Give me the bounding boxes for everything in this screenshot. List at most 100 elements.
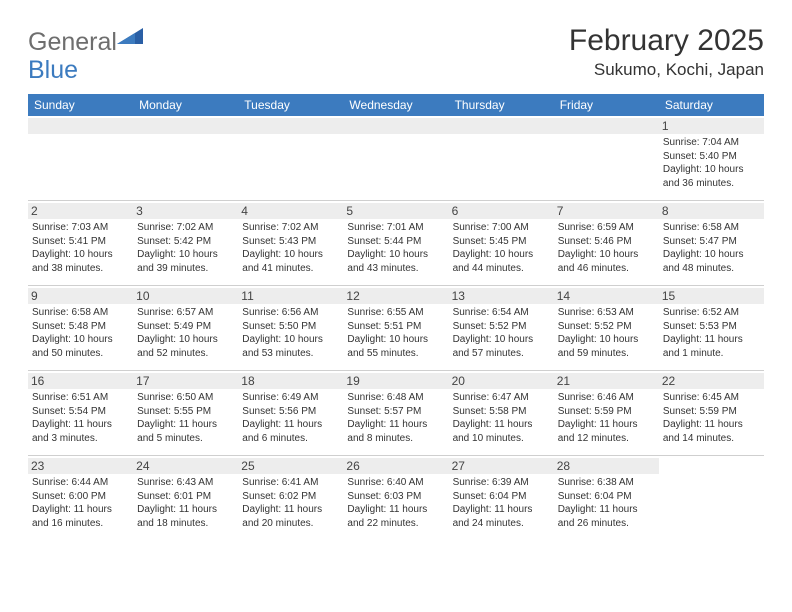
day-number: 19 bbox=[343, 373, 448, 389]
day-cell: 24 Sunrise: 6:43 AMSunset: 6:01 PMDayligh… bbox=[133, 456, 238, 540]
day-info: Sunrise: 7:03 AMSunset: 5:41 PMDaylight:… bbox=[32, 221, 129, 275]
calendar: SundayMondayTuesdayWednesdayThursdayFrid… bbox=[28, 94, 764, 540]
weekday-wednesday: Wednesday bbox=[343, 94, 448, 116]
day-cell: 22 Sunrise: 6:45 AMSunset: 5:59 PMDayligh… bbox=[659, 371, 764, 455]
day-cell: 8 Sunrise: 6:58 AMSunset: 5:47 PMDaylight… bbox=[659, 201, 764, 285]
day-number: 14 bbox=[554, 288, 659, 304]
day-cell: 23 Sunrise: 6:44 AMSunset: 6:00 PMDayligh… bbox=[28, 456, 133, 540]
day-cell: 14 Sunrise: 6:53 AMSunset: 5:52 PMDayligh… bbox=[554, 286, 659, 370]
day-cell bbox=[28, 116, 133, 200]
week-row: 9 Sunrise: 6:58 AMSunset: 5:48 PMDaylight… bbox=[28, 286, 764, 371]
day-info: Sunrise: 6:38 AMSunset: 6:04 PMDaylight:… bbox=[558, 476, 655, 530]
day-info: Sunrise: 6:41 AMSunset: 6:02 PMDaylight:… bbox=[242, 476, 339, 530]
day-number: 20 bbox=[449, 373, 554, 389]
month-title: February 2025 bbox=[569, 24, 764, 58]
logo: General bbox=[28, 24, 145, 57]
day-cell: 4Sunrise: 7:02 AMSunset: 5:43 PMDaylight… bbox=[238, 201, 343, 285]
week-row: 1 Sunrise: 7:04 AMSunset: 5:40 PMDaylight… bbox=[28, 116, 764, 201]
day-number: 16 bbox=[28, 373, 133, 389]
day-number: 27 bbox=[449, 458, 554, 474]
day-info: Sunrise: 6:49 AMSunset: 5:56 PMDaylight:… bbox=[242, 391, 339, 445]
week-row: 16 Sunrise: 6:51 AMSunset: 5:54 PMDayligh… bbox=[28, 371, 764, 456]
day-info: Sunrise: 7:01 AMSunset: 5:44 PMDaylight:… bbox=[347, 221, 444, 275]
title-block: February 2025 Sukumo, Kochi, Japan bbox=[569, 24, 764, 80]
day-info: Sunrise: 6:54 AMSunset: 5:52 PMDaylight:… bbox=[453, 306, 550, 360]
day-number: 22 bbox=[659, 373, 764, 389]
day-info: Sunrise: 6:45 AMSunset: 5:59 PMDaylight:… bbox=[663, 391, 760, 445]
day-info: Sunrise: 6:48 AMSunset: 5:57 PMDaylight:… bbox=[347, 391, 444, 445]
day-cell: 27Sunrise: 6:39 AMSunset: 6:04 PMDayligh… bbox=[449, 456, 554, 540]
day-cell bbox=[343, 116, 448, 200]
day-info: Sunrise: 7:00 AMSunset: 5:45 PMDaylight:… bbox=[453, 221, 550, 275]
weekday-tuesday: Tuesday bbox=[238, 94, 343, 116]
day-number: 8 bbox=[659, 203, 764, 219]
day-info: Sunrise: 6:51 AMSunset: 5:54 PMDaylight:… bbox=[32, 391, 129, 445]
day-info: Sunrise: 6:55 AMSunset: 5:51 PMDaylight:… bbox=[347, 306, 444, 360]
day-number: 24 bbox=[133, 458, 238, 474]
day-info: Sunrise: 6:50 AMSunset: 5:55 PMDaylight:… bbox=[137, 391, 234, 445]
logo-text-1: General bbox=[28, 28, 117, 57]
day-number: 23 bbox=[28, 458, 133, 474]
day-number: 6 bbox=[449, 203, 554, 219]
empty-day-band bbox=[238, 118, 343, 134]
day-info: Sunrise: 6:47 AMSunset: 5:58 PMDaylight:… bbox=[453, 391, 550, 445]
day-cell: 21 Sunrise: 6:46 AMSunset: 5:59 PMDayligh… bbox=[554, 371, 659, 455]
day-cell: 9 Sunrise: 6:58 AMSunset: 5:48 PMDaylight… bbox=[28, 286, 133, 370]
day-info: Sunrise: 6:40 AMSunset: 6:03 PMDaylight:… bbox=[347, 476, 444, 530]
day-info: Sunrise: 6:46 AMSunset: 5:59 PMDaylight:… bbox=[558, 391, 655, 445]
day-cell: 11 Sunrise: 6:56 AMSunset: 5:50 PMDayligh… bbox=[238, 286, 343, 370]
day-number: 4 bbox=[238, 203, 343, 219]
day-cell: 26 Sunrise: 6:40 AMSunset: 6:03 PMDayligh… bbox=[343, 456, 448, 540]
day-cell: 25Sunrise: 6:41 AMSunset: 6:02 PMDayligh… bbox=[238, 456, 343, 540]
logo-blue-wrap: Blue bbox=[28, 56, 78, 85]
location: Sukumo, Kochi, Japan bbox=[569, 60, 764, 80]
day-cell bbox=[659, 456, 764, 540]
day-number: 2 bbox=[28, 203, 133, 219]
day-number: 17 bbox=[133, 373, 238, 389]
header: General February 2025 Sukumo, Kochi, Jap… bbox=[28, 24, 764, 88]
day-cell: 18Sunrise: 6:49 AMSunset: 5:56 PMDayligh… bbox=[238, 371, 343, 455]
weeks-container: 1 Sunrise: 7:04 AMSunset: 5:40 PMDaylight… bbox=[28, 116, 764, 540]
day-info: Sunrise: 7:04 AMSunset: 5:40 PMDaylight:… bbox=[663, 136, 760, 190]
weekday-sunday: Sunday bbox=[28, 94, 133, 116]
day-number: 1 bbox=[659, 118, 764, 134]
week-row: 2 Sunrise: 7:03 AMSunset: 5:41 PMDaylight… bbox=[28, 201, 764, 286]
day-cell: 15Sunrise: 6:52 AMSunset: 5:53 PMDayligh… bbox=[659, 286, 764, 370]
empty-day-band bbox=[343, 118, 448, 134]
day-number: 3 bbox=[133, 203, 238, 219]
day-info: Sunrise: 6:44 AMSunset: 6:00 PMDaylight:… bbox=[32, 476, 129, 530]
day-number: 15 bbox=[659, 288, 764, 304]
day-info: Sunrise: 6:56 AMSunset: 5:50 PMDaylight:… bbox=[242, 306, 339, 360]
weekday-monday: Monday bbox=[133, 94, 238, 116]
empty-day-band bbox=[133, 118, 238, 134]
day-cell: 1 Sunrise: 7:04 AMSunset: 5:40 PMDaylight… bbox=[659, 116, 764, 200]
day-info: Sunrise: 6:58 AMSunset: 5:48 PMDaylight:… bbox=[32, 306, 129, 360]
day-cell: 5Sunrise: 7:01 AMSunset: 5:44 PMDaylight… bbox=[343, 201, 448, 285]
week-row: 23 Sunrise: 6:44 AMSunset: 6:00 PMDayligh… bbox=[28, 456, 764, 540]
day-info: Sunrise: 6:53 AMSunset: 5:52 PMDaylight:… bbox=[558, 306, 655, 360]
day-cell: 17 Sunrise: 6:50 AMSunset: 5:55 PMDayligh… bbox=[133, 371, 238, 455]
day-info: Sunrise: 6:58 AMSunset: 5:47 PMDaylight:… bbox=[663, 221, 760, 275]
day-cell: 16 Sunrise: 6:51 AMSunset: 5:54 PMDayligh… bbox=[28, 371, 133, 455]
day-info: Sunrise: 6:57 AMSunset: 5:49 PMDaylight:… bbox=[137, 306, 234, 360]
day-number: 11 bbox=[238, 288, 343, 304]
weekday-friday: Friday bbox=[554, 94, 659, 116]
day-number: 9 bbox=[28, 288, 133, 304]
day-number: 13 bbox=[449, 288, 554, 304]
day-cell bbox=[133, 116, 238, 200]
day-cell: 7Sunrise: 6:59 AMSunset: 5:46 PMDaylight… bbox=[554, 201, 659, 285]
day-info: Sunrise: 6:43 AMSunset: 6:01 PMDaylight:… bbox=[137, 476, 234, 530]
empty-day-band bbox=[554, 118, 659, 134]
day-cell: 3 Sunrise: 7:02 AMSunset: 5:42 PMDaylight… bbox=[133, 201, 238, 285]
empty-day-band bbox=[449, 118, 554, 134]
day-info: Sunrise: 7:02 AMSunset: 5:42 PMDaylight:… bbox=[137, 221, 234, 275]
day-cell bbox=[238, 116, 343, 200]
day-number: 7 bbox=[554, 203, 659, 219]
logo-text-2: Blue bbox=[28, 56, 78, 84]
weekday-header-row: SundayMondayTuesdayWednesdayThursdayFrid… bbox=[28, 94, 764, 116]
day-cell: 19 Sunrise: 6:48 AMSunset: 5:57 PMDayligh… bbox=[343, 371, 448, 455]
day-number: 21 bbox=[554, 373, 659, 389]
day-cell: 2 Sunrise: 7:03 AMSunset: 5:41 PMDaylight… bbox=[28, 201, 133, 285]
day-number: 10 bbox=[133, 288, 238, 304]
day-number: 26 bbox=[343, 458, 448, 474]
